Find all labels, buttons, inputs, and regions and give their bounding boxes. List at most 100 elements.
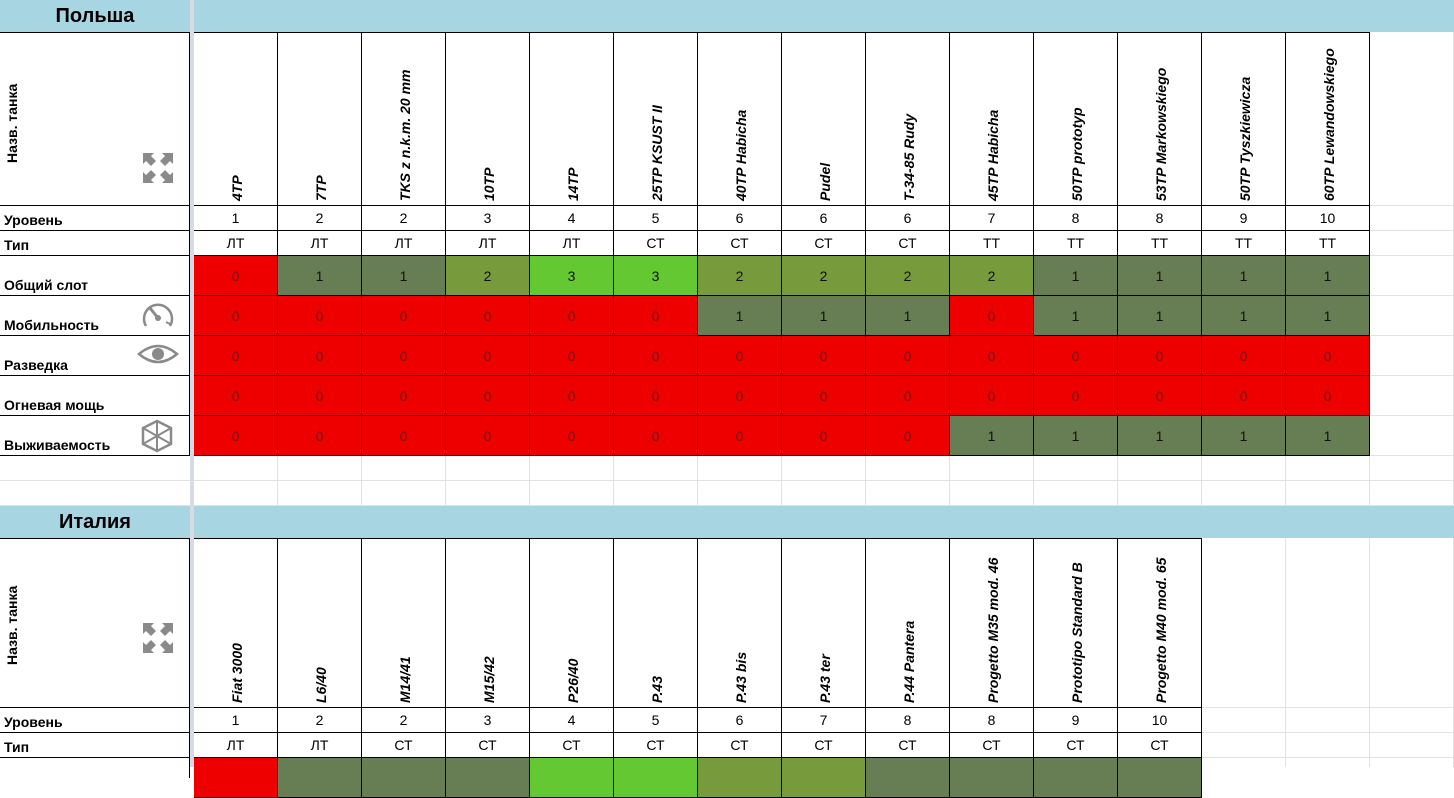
survivability-cell[interactable]: 0	[194, 416, 278, 456]
firepower-cell[interactable]: 0	[446, 376, 530, 416]
tank-name-cell[interactable]: P.43	[614, 538, 698, 708]
tank-name-cell[interactable]: 50TP prototyp	[1034, 32, 1118, 206]
slot-cell[interactable]: 1	[278, 256, 362, 296]
tank-name-cell[interactable]: Progetto M35 mod. 46	[950, 538, 1034, 708]
tank-name-cell[interactable]: 45TP Habicha	[950, 32, 1034, 206]
slot-cell[interactable]	[278, 758, 362, 798]
tank-name-cell[interactable]: 10TP	[446, 32, 530, 206]
mobility-cell[interactable]: 1	[1118, 296, 1202, 336]
recon-cell[interactable]: 0	[278, 336, 362, 376]
levels-cell[interactable]: 4	[530, 206, 614, 231]
firepower-cell[interactable]: 0	[782, 376, 866, 416]
firepower-cell[interactable]: 0	[1286, 376, 1370, 416]
survivability-cell[interactable]: 1	[1118, 416, 1202, 456]
levels-cell[interactable]: 5	[614, 206, 698, 231]
slot-cell[interactable]: 2	[950, 256, 1034, 296]
mobility-cell[interactable]: 0	[614, 296, 698, 336]
types-cell[interactable]: СТ	[446, 733, 530, 758]
types-cell[interactable]: СТ	[614, 231, 698, 256]
types-cell[interactable]: СТ	[530, 733, 614, 758]
types-cell[interactable]: СТ	[362, 733, 446, 758]
levels-cell[interactable]: 1	[194, 206, 278, 231]
types-cell[interactable]: ЛТ	[194, 733, 278, 758]
types-cell[interactable]: СТ	[1118, 733, 1202, 758]
recon-cell[interactable]: 0	[1118, 336, 1202, 376]
slot-cell[interactable]: 2	[446, 256, 530, 296]
levels-cell[interactable]: 7	[950, 206, 1034, 231]
slot-cell[interactable]	[1118, 758, 1202, 798]
types-cell[interactable]: СТ	[698, 733, 782, 758]
recon-cell[interactable]: 0	[446, 336, 530, 376]
mobility-cell[interactable]: 1	[866, 296, 950, 336]
tank-name-cell[interactable]: P26/40	[530, 538, 614, 708]
recon-cell[interactable]: 0	[1286, 336, 1370, 376]
slot-cell[interactable]: 1	[1202, 256, 1286, 296]
levels-cell[interactable]: 1	[194, 708, 278, 733]
survivability-cell[interactable]: 0	[278, 416, 362, 456]
mobility-cell[interactable]: 0	[278, 296, 362, 336]
levels-cell[interactable]: 2	[362, 206, 446, 231]
recon-cell[interactable]: 0	[866, 336, 950, 376]
levels-cell[interactable]: 10	[1286, 206, 1370, 231]
slot-cell[interactable]: 1	[1286, 256, 1370, 296]
slot-cell[interactable]: 2	[782, 256, 866, 296]
slot-cell[interactable]	[614, 758, 698, 798]
levels-cell[interactable]: 9	[1202, 206, 1286, 231]
recon-cell[interactable]: 0	[782, 336, 866, 376]
tank-name-cell[interactable]: M14/41	[362, 538, 446, 708]
slot-cell[interactable]	[866, 758, 950, 798]
slot-cell[interactable]: 1	[1034, 256, 1118, 296]
levels-cell[interactable]: 5	[614, 708, 698, 733]
firepower-cell[interactable]: 0	[530, 376, 614, 416]
types-cell[interactable]: ТТ	[1034, 231, 1118, 256]
recon-cell[interactable]: 0	[1034, 336, 1118, 376]
tank-name-cell[interactable]: 53TP Markowskiego	[1118, 32, 1202, 206]
survivability-cell[interactable]: 1	[950, 416, 1034, 456]
recon-cell[interactable]: 0	[194, 336, 278, 376]
survivability-cell[interactable]: 1	[1286, 416, 1370, 456]
types-cell[interactable]: ТТ	[1202, 231, 1286, 256]
recon-cell[interactable]: 0	[530, 336, 614, 376]
firepower-cell[interactable]: 0	[1118, 376, 1202, 416]
recon-cell[interactable]: 0	[614, 336, 698, 376]
tank-name-cell[interactable]: T-34-85 Rudy	[866, 32, 950, 206]
tank-name-cell[interactable]: P.43 bis	[698, 538, 782, 708]
levels-cell[interactable]: 8	[950, 708, 1034, 733]
tank-name-cell[interactable]: 25TP KSUST II	[614, 32, 698, 206]
tank-name-cell[interactable]: 40TP Habicha	[698, 32, 782, 206]
types-cell[interactable]: СТ	[950, 733, 1034, 758]
levels-cell[interactable]: 2	[278, 206, 362, 231]
slot-cell[interactable]: 0	[194, 256, 278, 296]
levels-cell[interactable]: 9	[1034, 708, 1118, 733]
survivability-cell[interactable]: 0	[782, 416, 866, 456]
slot-cell[interactable]	[1034, 758, 1118, 798]
slot-cell[interactable]	[446, 758, 530, 798]
survivability-cell[interactable]: 0	[698, 416, 782, 456]
types-cell[interactable]: ЛТ	[362, 231, 446, 256]
levels-cell[interactable]: 6	[698, 206, 782, 231]
levels-cell[interactable]: 6	[698, 708, 782, 733]
mobility-cell[interactable]: 1	[782, 296, 866, 336]
levels-cell[interactable]: 2	[278, 708, 362, 733]
mobility-cell[interactable]: 1	[1286, 296, 1370, 336]
firepower-cell[interactable]: 0	[614, 376, 698, 416]
tank-name-cell[interactable]: P.44 Pantera	[866, 538, 950, 708]
levels-cell[interactable]: 8	[1118, 206, 1202, 231]
survivability-cell[interactable]: 1	[1202, 416, 1286, 456]
tank-name-cell[interactable]: 60TP Lewandowskiego	[1286, 32, 1370, 206]
tank-name-cell[interactable]: Pudel	[782, 32, 866, 206]
tank-name-cell[interactable]: P.43 ter	[782, 538, 866, 708]
types-cell[interactable]: СТ	[1034, 733, 1118, 758]
types-cell[interactable]: ЛТ	[278, 231, 362, 256]
types-cell[interactable]: ЛТ	[194, 231, 278, 256]
tank-name-cell[interactable]: 4TP	[194, 32, 278, 206]
slot-cell[interactable]: 2	[698, 256, 782, 296]
types-cell[interactable]: СТ	[782, 231, 866, 256]
slot-cell[interactable]	[362, 758, 446, 798]
mobility-cell[interactable]: 0	[950, 296, 1034, 336]
levels-cell[interactable]: 3	[446, 206, 530, 231]
mobility-cell[interactable]: 0	[362, 296, 446, 336]
firepower-cell[interactable]: 0	[1202, 376, 1286, 416]
slot-cell[interactable]: 1	[362, 256, 446, 296]
slot-cell[interactable]: 1	[1118, 256, 1202, 296]
